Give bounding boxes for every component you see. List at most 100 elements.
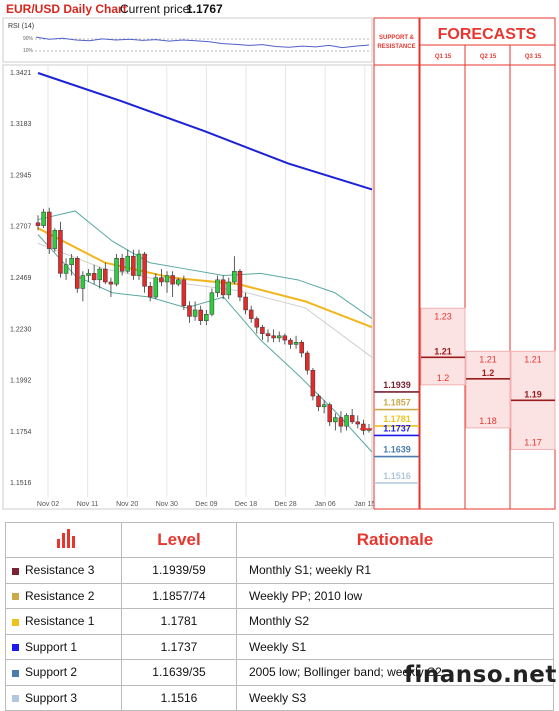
candle-body — [114, 258, 119, 285]
chart-area: EUR/USD Daily Chart Current price: 1.176… — [2, 2, 556, 510]
candle-body — [344, 415, 349, 427]
candle-body — [187, 305, 192, 317]
level-name: Support 1 — [5, 633, 122, 660]
candle-body — [119, 258, 125, 272]
candle-body — [181, 279, 187, 306]
candle-body — [226, 281, 231, 296]
candle-body — [282, 335, 288, 341]
level-rationale: Weekly S1 — [236, 633, 554, 660]
candle-body — [321, 404, 327, 408]
candle-body — [125, 255, 131, 272]
y-tick-label: 1.3421 — [10, 70, 32, 77]
candle-body — [170, 275, 175, 285]
sr-level-value: 1.1737 — [383, 423, 411, 433]
price-panel — [2, 64, 373, 510]
y-axis-labels: 1.3421 1.3183 1.2945 1.2707 1.2469 1.2230 1.19… — [10, 70, 32, 487]
sma-50-line — [37, 227, 373, 329]
forecast-value: 1.2 — [437, 373, 450, 383]
candle-body — [46, 211, 52, 249]
levels-table-body: Resistance 3 1.1939/59 Monthly S1; weekly … — [5, 557, 554, 711]
level-color-swatch — [12, 669, 19, 677]
level-value: 1.1737 — [121, 633, 237, 660]
level-color-swatch — [12, 567, 19, 575]
x-tick-label: Nov 11 — [77, 501, 99, 508]
forecast-value: 1.23 — [434, 311, 452, 321]
forecast-column-label: Q1 15 — [435, 54, 452, 60]
forecast-value: 1.2 — [482, 368, 495, 378]
candle-body — [254, 318, 260, 328]
candle-body — [131, 255, 136, 276]
indicator-lines — [37, 72, 373, 453]
candle-body — [164, 275, 170, 283]
sr-level-value: 1.1857 — [383, 398, 411, 408]
sr-level-value: 1.1516 — [383, 471, 411, 481]
level-rationale: Weekly S3 — [236, 684, 554, 711]
support-resistance-header-line1: SUPPORT & — [379, 35, 415, 41]
candle-body — [288, 339, 293, 345]
level-rationale: 2005 low; Bollinger band; weekly S2 — [236, 659, 554, 686]
forecast-value: 1.21 — [479, 354, 497, 364]
sma-200-line — [37, 72, 373, 191]
y-tick-label: 1.1754 — [10, 429, 32, 436]
candle-body — [327, 404, 332, 423]
bar-chart-icon — [57, 528, 75, 548]
levels-table-row: Resistance 3 1.1939/59 Monthly S1; weekly … — [5, 557, 554, 584]
levels-table: Level Rationale Resistance 3 1.1939/59 Mon… — [5, 522, 554, 711]
x-tick-label: Nov 02 — [37, 501, 59, 508]
sr-level-value: 1.1939 — [383, 380, 411, 390]
forecast-value: 1.17 — [524, 437, 542, 447]
y-tick-label: 1.2707 — [10, 224, 32, 231]
x-tick-label: Jan 15 — [354, 501, 375, 508]
candle-body — [108, 281, 114, 285]
candle-body — [80, 275, 86, 289]
level-color-swatch — [12, 593, 19, 601]
candle-body — [97, 268, 102, 281]
level-rationale: Monthly S2 — [236, 608, 554, 635]
candle-body — [176, 279, 181, 285]
y-tick-label: 1.1992 — [10, 378, 32, 385]
candle-body — [265, 333, 271, 337]
watermark: finanso.net — [404, 662, 557, 688]
candle-body — [142, 253, 147, 287]
sr-level-value: 1.1781 — [383, 414, 411, 424]
levels-table-row: Support 2 1.1639/35 2005 low; Bollinger ba… — [5, 659, 554, 686]
forecast-value: 1.18 — [479, 416, 497, 426]
level-value: 1.1857/74 — [121, 582, 237, 609]
candle-body — [209, 292, 215, 315]
level-value: 1.1939/59 — [121, 557, 237, 584]
x-tick-label: Nov 30 — [156, 501, 178, 508]
candle-body — [293, 341, 299, 345]
candle-body — [248, 309, 254, 319]
candle-body — [52, 230, 58, 249]
candle-body — [198, 309, 203, 321]
candle-body — [299, 341, 304, 354]
level-rationale: Monthly S1; weekly R1 — [236, 557, 554, 584]
levels-table-row: Support 1 1.1737 Weekly S1 — [5, 633, 554, 660]
forecast-range-box — [420, 307, 466, 386]
x-axis-labels: Nov 02 Nov 11 Nov 20 Nov 30 Dec 09 Dec 18 Dec … — [37, 501, 376, 508]
candle-body — [69, 258, 74, 266]
candle-body — [276, 335, 282, 339]
bollinger-lower-line — [37, 234, 373, 453]
y-tick-label: 1.2230 — [10, 326, 32, 333]
sr-level-value: 1.1639 — [383, 445, 411, 455]
rsi-scale-10: 10% — [23, 48, 34, 54]
level-color-swatch — [12, 695, 19, 703]
candle-body — [153, 277, 159, 298]
candle-body — [355, 421, 361, 425]
candle-body — [310, 369, 316, 397]
level-rationale: Weekly PP; 2010 low — [236, 582, 554, 609]
candle-body — [271, 335, 276, 339]
forecast-range-box — [465, 350, 511, 429]
levels-table-row: Support 3 1.1516 Weekly S3 — [5, 684, 554, 711]
levels-table-row: Resistance 2 1.1857/74 Weekly PP; 2010 low — [5, 582, 554, 609]
candle-body — [147, 286, 153, 298]
rationale-column-header: Rationale — [236, 522, 554, 558]
candle-body — [136, 253, 142, 276]
level-color-swatch — [12, 644, 19, 652]
level-value: 1.1639/35 — [121, 659, 237, 686]
candle-body — [215, 279, 220, 293]
support-resistance-column — [373, 17, 420, 510]
candle-body — [41, 211, 46, 226]
candle-body — [260, 326, 265, 334]
